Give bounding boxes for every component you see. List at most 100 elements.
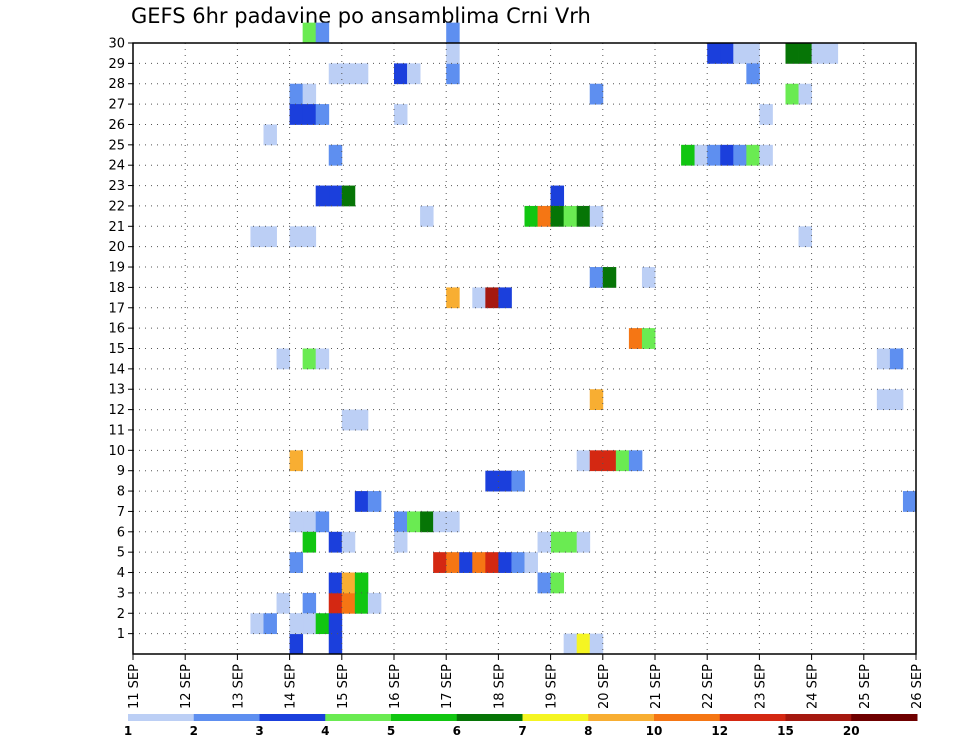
y-tick-label: 19 [108,261,125,276]
heatmap-cell [263,226,277,248]
heatmap-cell [302,104,317,125]
y-tick-label: 26 [108,118,125,133]
y-tick-label: 5 [117,546,125,561]
legend-label: 5 [387,724,395,738]
heatmap-cell [498,470,512,492]
heatmap-cell [785,43,799,64]
legend-label: 3 [255,724,263,738]
heatmap-cell [276,348,290,370]
heatmap-cell [341,185,356,207]
heatmap-cell [485,287,499,309]
heatmap-cell [328,633,343,655]
heatmap-cell [420,205,434,227]
heatmap-cell [876,348,891,370]
heatmap-cell [746,43,760,64]
color-legend: 1 2 3 4 5 6 7 8 10 12 15 20 [124,714,918,738]
heatmap-cell [472,552,486,573]
heatmap-cell [498,552,512,573]
legend-label: 7 [518,724,526,738]
y-tick-label: 22 [108,199,125,214]
heatmap-cell [550,531,565,553]
heatmap-cell [694,144,708,166]
heatmap-cell [641,328,656,349]
heatmap-cell [302,22,317,44]
heatmap-cell [485,552,499,573]
legend-swatch [719,714,786,721]
heatmap-cell [524,552,538,573]
x-tick-label: 23 SEP [753,664,768,709]
heatmap-cell [589,633,604,655]
heatmap-cell [394,511,408,533]
heatmap-cell [902,491,917,512]
legend-swatch [325,714,392,721]
heatmap-cell [446,287,460,309]
x-tick-label: 22 SEP [701,664,716,709]
heatmap-cell [824,43,839,64]
y-axis: 1234567891011121314151617181920212223242… [108,37,133,642]
y-tick-label: 1 [117,627,125,642]
x-tick-label: 12 SEP [179,664,194,709]
heatmap-cell [354,409,369,431]
heatmap-cell [628,328,643,349]
heatmap-cell [511,470,525,492]
y-tick-label: 21 [108,220,125,235]
heatmap-cell [550,185,565,207]
heatmap-cell [289,104,304,125]
legend-label: 10 [646,724,663,738]
heatmap-cell [785,83,799,105]
legend-swatch [456,714,523,721]
legend-swatch [522,714,589,721]
y-tick-label: 24 [108,159,125,174]
heatmap-cell [602,450,617,472]
y-tick-label: 16 [108,322,125,337]
heatmap-cell [498,287,512,309]
heatmap-cell [289,633,304,655]
heatmap-cell [615,450,630,472]
y-tick-label: 30 [108,37,125,52]
x-tick-label: 25 SEP [858,664,873,709]
heatmap-cell [315,22,330,44]
heatmap-cell [563,205,578,227]
heatmap-cell [289,226,304,248]
heatmap-cell [250,613,264,635]
heatmap-cell [407,511,421,533]
heatmap-cell [328,144,343,166]
heatmap-cell [315,348,330,370]
heatmap-cell [576,531,591,553]
heatmap-cell [628,450,643,472]
legend-label: 6 [453,724,461,738]
heatmap-cell [889,389,904,410]
x-tick-label: 26 SEP [910,664,925,709]
x-tick-label: 17 SEP [440,664,455,709]
heatmap-cell [876,389,891,410]
legend-label: 12 [711,724,728,738]
heatmap-cell [446,552,460,573]
heatmap-cell [276,592,290,614]
legend-label: 1 [124,724,132,738]
heatmap-cell [681,144,695,166]
heatmap-cell [328,592,343,614]
y-tick-label: 4 [117,566,125,581]
heatmap-cell [289,613,304,635]
y-tick-label: 8 [117,485,125,500]
heatmap-cell [798,43,812,64]
chart-title: GEFS 6hr padavine po ansamblima Crni Vrh [131,4,591,28]
heatmap-cell [798,83,812,105]
y-tick-label: 18 [108,281,125,296]
heatmap-cell [446,63,460,85]
heatmap-cell [302,83,317,105]
y-tick-label: 29 [108,57,125,72]
heatmap-cell [302,226,317,248]
heatmap-cell [576,205,591,227]
legend-swatch [851,714,918,721]
heatmap-cell [407,63,421,85]
heatmap-cell [707,43,721,64]
y-tick-label: 20 [108,240,125,255]
heatmap-cell [589,205,604,227]
heatmap-cell [315,613,330,635]
y-tick-label: 7 [117,505,125,520]
heatmap-cell [589,267,604,288]
heatmap-cell [641,267,656,288]
y-tick-label: 6 [117,525,125,540]
